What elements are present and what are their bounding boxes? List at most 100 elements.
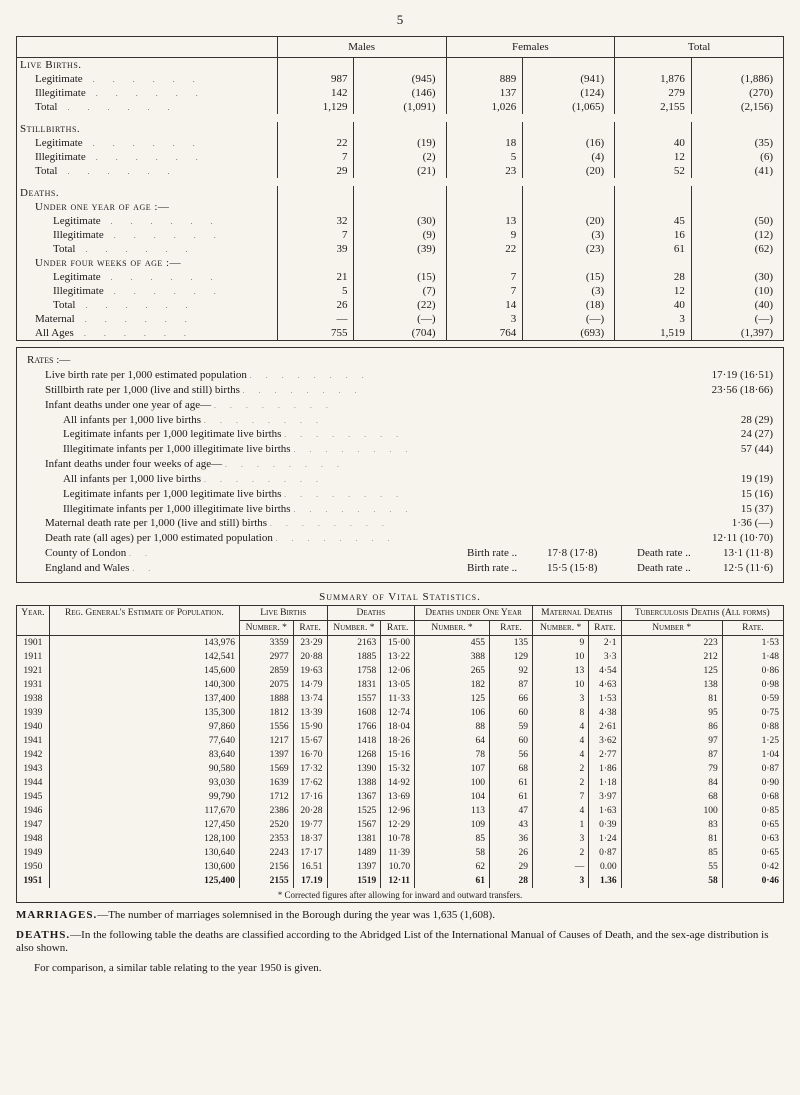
cell: 15·67 <box>293 734 327 748</box>
cell: 17·17 <box>293 846 327 860</box>
cell: 1831 <box>327 678 381 692</box>
cell: (693) <box>523 326 615 341</box>
deaths-text: —In the following table the deaths are c… <box>16 929 768 955</box>
marriages-text: —The number of marriages solemnised in t… <box>97 909 495 921</box>
cell: 45 <box>615 214 692 228</box>
rates-value: 15 (37) <box>735 502 773 517</box>
cell: 3 <box>532 874 588 888</box>
rates-extra-label: County of London . . <box>27 546 467 561</box>
cell: 1939 <box>17 706 50 720</box>
t2-h-du: Deaths under One Year <box>415 605 533 620</box>
cell: 223 <box>621 635 722 650</box>
cell: 83 <box>621 818 722 832</box>
t2-sh-dun: Number. * <box>415 620 490 635</box>
table-row: Legitimate . . . . . .21(15)7(15)28(30) <box>17 270 784 284</box>
cell: 86 <box>621 720 722 734</box>
cell: 1·53 <box>722 635 783 650</box>
cell: 1569 <box>239 762 293 776</box>
cell: 1639 <box>239 776 293 790</box>
cell: 3 <box>615 312 692 326</box>
cell: (18) <box>523 298 615 312</box>
t2-sh-dn: Number. * <box>327 620 381 635</box>
t2-sh-mdr: Rate. <box>589 620 621 635</box>
table-row: 194177,640121715·67141818·26646043·62971… <box>17 734 784 748</box>
cell: 2075 <box>239 678 293 692</box>
cell: 81 <box>621 692 722 706</box>
row-label: Maternal <box>35 313 75 325</box>
cell: 2,155 <box>615 100 692 114</box>
rates-row: Death rate (all ages) per 1,000 estimate… <box>27 531 773 546</box>
rates-label: Maternal death rate per 1,000 (live and … <box>27 516 726 531</box>
cell: 4 <box>532 748 588 762</box>
deaths-heading: DEATHS. <box>16 929 70 941</box>
cell: 15·32 <box>381 762 415 776</box>
cell: 55 <box>621 860 722 874</box>
rates-row: Illegitimate infants per 1,000 illegitim… <box>27 502 773 517</box>
cell: 2163 <box>327 635 381 650</box>
table-row: Legitimate . . . . . .32(30)13(20)45(50) <box>17 214 784 228</box>
rates-value: 1·36 (—) <box>726 516 773 531</box>
table-row: 1921145,600285919·63175812·0626592134·54… <box>17 664 784 678</box>
t2-sh-lbn: Number. * <box>239 620 293 635</box>
cell: 0·90 <box>722 776 783 790</box>
cell: (6) <box>691 150 783 164</box>
cell: 755 <box>277 326 354 341</box>
cell: 26 <box>277 298 354 312</box>
cell: 100 <box>621 804 722 818</box>
cell: (15) <box>354 270 446 284</box>
table-row: Illegitimate . . . . . .5(7)7(3)12(10) <box>17 284 784 298</box>
cell: (10) <box>691 284 783 298</box>
table-row: 1951125,400215517.19151912·11612831.3658… <box>17 874 784 888</box>
cell: 92 <box>489 664 532 678</box>
cell: 56 <box>489 748 532 762</box>
rates-value: 19 (19) <box>735 472 773 487</box>
cell: 5 <box>446 150 523 164</box>
cell: (19) <box>354 136 446 150</box>
cell: 117,670 <box>49 804 239 818</box>
section-title: Live Births. <box>17 58 278 73</box>
cell: 21 <box>277 270 354 284</box>
cell: 32 <box>277 214 354 228</box>
cell: 1949 <box>17 846 50 860</box>
cell: 14·79 <box>293 678 327 692</box>
cell: 0·65 <box>722 818 783 832</box>
cell: 19·63 <box>293 664 327 678</box>
cell: 1390 <box>327 762 381 776</box>
cell: (704) <box>354 326 446 341</box>
table-row: 1950130,600215616.51139710.706229—0.0055… <box>17 860 784 874</box>
cell: 129 <box>489 650 532 664</box>
rates-value <box>767 457 773 472</box>
section-title-row: Under one year of age :— <box>17 200 784 214</box>
rates-extra: County of London . .Birth rate ..17·8 (1… <box>27 546 773 576</box>
cell: 106 <box>415 706 490 720</box>
cell: 68 <box>489 762 532 776</box>
cell: 97,860 <box>49 720 239 734</box>
summary-title: Summary of Vital Statistics. <box>16 591 784 603</box>
table-row: 1938137,400188813·74155711·331256631·538… <box>17 692 784 706</box>
table-row: 1901143,976335923·29216315·0045513592·12… <box>17 635 784 650</box>
cell: 2156 <box>239 860 293 874</box>
cell: 52 <box>615 164 692 178</box>
cell: 81 <box>621 832 722 846</box>
cell: (124) <box>523 86 615 100</box>
cell: (1,886) <box>691 72 783 86</box>
cell: 0.00 <box>589 860 621 874</box>
cell: 20·28 <box>293 804 327 818</box>
cell: (7) <box>354 284 446 298</box>
cell: 1,129 <box>277 100 354 114</box>
cell: (30) <box>354 214 446 228</box>
cell: 62 <box>415 860 490 874</box>
cell: (4) <box>523 150 615 164</box>
rates-label: All infants per 1,000 live births . . . … <box>27 472 735 487</box>
cell: 135,300 <box>49 706 239 720</box>
cell: 125 <box>621 664 722 678</box>
cell: 1885 <box>327 650 381 664</box>
rates-value: 24 (27) <box>735 427 773 442</box>
cell: (9) <box>354 228 446 242</box>
cell: 2 <box>532 776 588 790</box>
cell: 13·05 <box>381 678 415 692</box>
rates-mid-value: 15·5 (15·8) <box>547 561 637 576</box>
table-row: 194599,790171217·16136713·691046173·9768… <box>17 790 784 804</box>
cell: (941) <box>523 72 615 86</box>
row-label: Illegitimate <box>53 229 104 241</box>
